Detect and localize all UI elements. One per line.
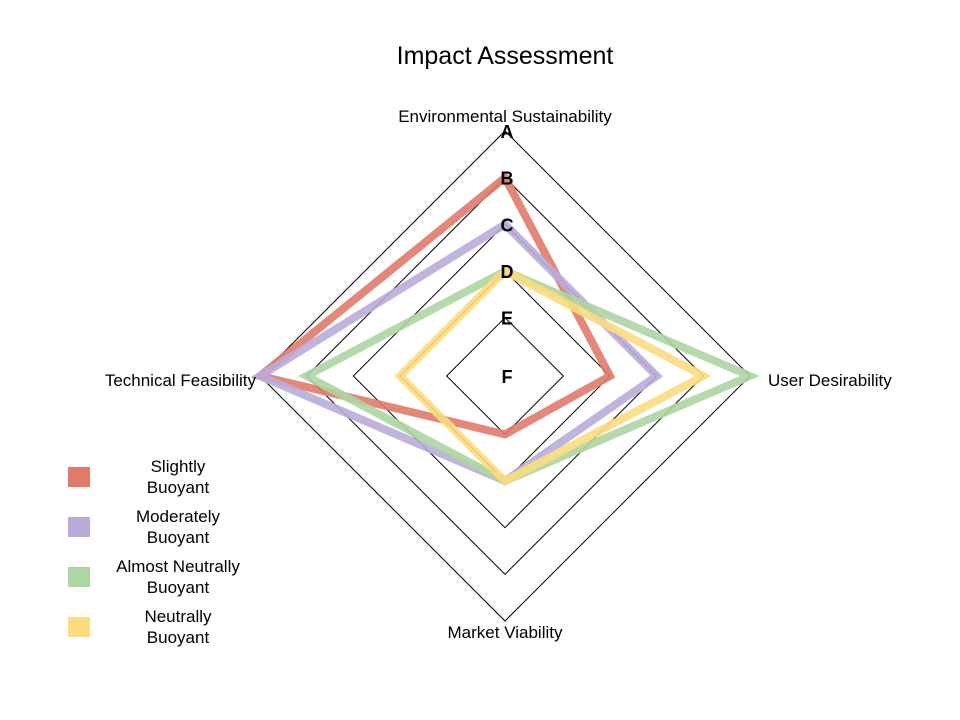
grade-label: B (501, 169, 514, 189)
legend-item: Almost Neutrally Buoyant (60, 552, 270, 602)
axis-label-environmental: Environmental Sustainability (398, 107, 612, 126)
axis-label-technical-feasibility: Technical Feasibility (105, 371, 257, 390)
legend-label: Moderately Buoyant (135, 507, 221, 547)
legend-swatch (68, 517, 90, 537)
axis-label-market-viability: Market Viability (448, 623, 563, 642)
legend: Slightly Buoyant Moderately Buoyant Almo… (60, 452, 270, 652)
grade-label: A (501, 122, 514, 142)
grade-labels: A B C D E F (501, 122, 514, 387)
legend-item: Slightly Buoyant (60, 452, 270, 502)
grade-label: E (501, 309, 513, 329)
grid-ring-a (259, 130, 751, 622)
legend-label: Slightly Buoyant (146, 457, 210, 497)
series-polygon (394, 266, 712, 486)
grade-label: D (501, 262, 514, 282)
axis-labels: Environmental Sustainability User Desira… (105, 107, 892, 642)
legend-item: Neutrally Buoyant (60, 602, 270, 652)
grade-label: F (502, 367, 513, 387)
series-layer (251, 171, 761, 486)
legend-label: Neutrally Buoyant (144, 607, 212, 647)
legend-swatch (68, 567, 90, 587)
chart-title: Impact Assessment (397, 42, 614, 70)
grade-label: C (501, 215, 514, 235)
legend-swatch (68, 467, 90, 487)
axis-label-user-desirability: User Desirability (768, 371, 892, 390)
legend-item: Moderately Buoyant (60, 502, 270, 552)
legend-swatch (68, 617, 90, 637)
legend-label: Almost Neutrally Buoyant (116, 557, 240, 597)
